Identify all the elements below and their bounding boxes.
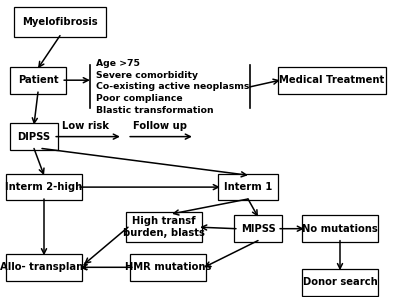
Text: Low risk: Low risk bbox=[62, 121, 110, 131]
FancyBboxPatch shape bbox=[218, 174, 278, 200]
Text: DIPSS: DIPSS bbox=[18, 132, 50, 142]
Text: Allo- transplant: Allo- transplant bbox=[0, 262, 88, 272]
Text: Follow up: Follow up bbox=[133, 121, 187, 131]
Text: Myelofibrosis: Myelofibrosis bbox=[22, 17, 98, 27]
FancyBboxPatch shape bbox=[302, 269, 378, 296]
Text: MIPSS: MIPSS bbox=[241, 224, 275, 234]
Text: High transf
burden, blasts: High transf burden, blasts bbox=[123, 216, 205, 238]
Text: Age >75
Severe comorbidity
Co-existing active neoplasms
Poor compliance
Blastic : Age >75 Severe comorbidity Co-existing a… bbox=[96, 59, 249, 115]
Text: Donor search: Donor search bbox=[303, 277, 377, 287]
Text: Interm 1: Interm 1 bbox=[224, 182, 272, 192]
FancyBboxPatch shape bbox=[278, 67, 386, 94]
FancyBboxPatch shape bbox=[302, 215, 378, 242]
Text: Patient: Patient bbox=[18, 75, 58, 85]
FancyBboxPatch shape bbox=[130, 254, 206, 281]
FancyBboxPatch shape bbox=[10, 67, 66, 94]
Text: Medical Treatment: Medical Treatment bbox=[279, 75, 385, 85]
FancyBboxPatch shape bbox=[234, 215, 282, 242]
Text: HMR mutations: HMR mutations bbox=[125, 262, 211, 272]
FancyBboxPatch shape bbox=[10, 123, 58, 150]
FancyBboxPatch shape bbox=[126, 212, 202, 242]
FancyBboxPatch shape bbox=[6, 254, 82, 281]
FancyBboxPatch shape bbox=[6, 174, 82, 200]
Text: No mutations: No mutations bbox=[302, 224, 378, 234]
FancyBboxPatch shape bbox=[14, 7, 106, 37]
Text: Interm 2-high: Interm 2-high bbox=[5, 182, 83, 192]
